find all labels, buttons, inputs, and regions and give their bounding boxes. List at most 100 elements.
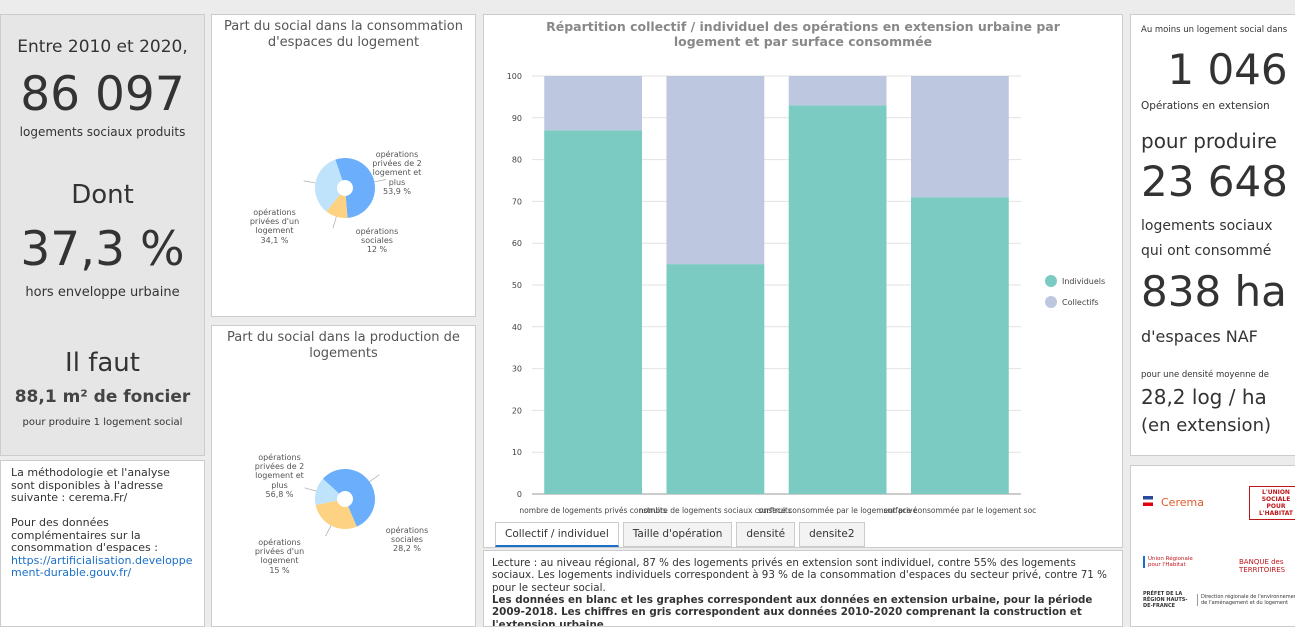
y-tick-label: 50 xyxy=(512,281,522,290)
lecture: Lecture : au niveau régional, 87 % des l… xyxy=(483,550,1123,627)
pie-chart xyxy=(303,157,387,229)
pie-label: opérations sociales 28,2 % xyxy=(382,526,432,554)
method-link[interactable]: https://artificialisation.developpement-… xyxy=(11,553,193,580)
total: 86 097 xyxy=(20,67,185,122)
pie-slice xyxy=(315,500,357,529)
slice-name: opérations privées d'un logement xyxy=(249,208,300,236)
pie-slice xyxy=(322,469,375,527)
x-tick-label: surface consommée par le logement privé xyxy=(758,506,918,515)
pie-slice xyxy=(335,157,376,218)
leader-line xyxy=(304,487,317,492)
ops: 1 046 xyxy=(1167,45,1288,94)
logo-urh: Union Régionale pour l'Habitat xyxy=(1143,556,1203,568)
logo-ush: L'UNION SOCIALE POUR L'HABITAT xyxy=(1249,486,1295,520)
y-tick-label: 10 xyxy=(512,448,522,457)
pie-title: Part du social dans la production de log… xyxy=(227,330,460,361)
y-tick-label: 0 xyxy=(517,490,522,499)
y-tick-label: 70 xyxy=(512,197,522,206)
x-tick-label: nombre de logements privés construits xyxy=(519,506,666,515)
slice-value: 12 % xyxy=(366,245,388,255)
density-caption: pour une densité moyenne de xyxy=(1141,370,1270,380)
pie-title: Part du social dans la consommation d'es… xyxy=(224,19,463,50)
y-tick-label: 80 xyxy=(512,156,522,165)
pie-label: opérations privées d'un logement 34,1 % xyxy=(242,208,307,245)
y-tick-label: 40 xyxy=(512,323,522,332)
leader-line xyxy=(325,525,332,537)
dont: Dont xyxy=(71,180,134,210)
slice-name: opérations privées d'un logement xyxy=(254,538,305,566)
right-line1: Au moins un logement social dans xyxy=(1141,25,1288,35)
ha-caption: d'espaces NAF xyxy=(1141,327,1258,346)
intro: Entre 2010 et 2020, xyxy=(17,37,188,57)
leader-line xyxy=(369,474,380,482)
logo-cerema: Cerema xyxy=(1161,496,1204,509)
slice-name: opérations privées de 2 logement et plus xyxy=(254,453,305,490)
pie-label: opérations privées de 2 logement et plus… xyxy=(372,150,422,196)
bar-segment xyxy=(544,76,643,131)
bar-title: Répartition collectif / individuel des o… xyxy=(546,19,1060,49)
logo-dreal: Direction régionale de l'environnement d… xyxy=(1197,594,1295,606)
bar-chart: 0 10 20 30 40 50 60 70 80 90 100 nombre de logement… xyxy=(507,72,1105,515)
logos: Cerema L'UNION SOCIALE POUR L'HABITAT Un… xyxy=(1130,465,1295,627)
x-tick-label: nombre de logements sociaux construits xyxy=(639,506,792,515)
bar-segment xyxy=(544,130,643,494)
leader-line xyxy=(303,180,316,184)
logo-prefet: PRÉFET DE LA RÉGION HAUTS-DE-FRANCE xyxy=(1143,591,1188,609)
bar-panel: Répartition collectif / individuel des o… xyxy=(483,14,1123,548)
il-faut: Il faut xyxy=(65,348,140,378)
pie-chart xyxy=(304,469,380,537)
pie-panel: Part du social dans la production de log… xyxy=(211,325,476,627)
bar-segment xyxy=(910,76,1009,198)
extension: (en extension) xyxy=(1141,415,1271,436)
logements: 23 648 xyxy=(1141,157,1288,206)
foncier-caption: pour produire 1 logement social xyxy=(22,417,183,428)
methodology: La méthodologie et l'analyse sont dispon… xyxy=(0,460,205,627)
log-caption: logements sociaux xyxy=(1141,218,1273,234)
slice-value: 53,9 % xyxy=(383,186,411,196)
share: 37,3 % xyxy=(20,222,185,277)
pie-slice xyxy=(326,194,348,218)
slice-value: 34,1 % xyxy=(260,235,289,245)
pie-panel: Part du social dans la consommation d'es… xyxy=(211,14,476,317)
y-tick-label: 100 xyxy=(507,72,522,81)
log-caption: qui ont consommé xyxy=(1141,243,1272,259)
legend-swatch xyxy=(1045,296,1057,308)
ops-caption: Opérations en extension xyxy=(1141,100,1270,112)
slice-value: 15 % xyxy=(269,565,290,575)
legend-label: Individuels xyxy=(1062,277,1105,286)
method-extra: Pour des données complémentaires sur la … xyxy=(11,515,158,555)
lecture-text: Lecture : au niveau régional, 87 % des l… xyxy=(492,557,1107,594)
pie-label: opérations sociales 12 % xyxy=(352,227,402,255)
left-panel: Entre 2010 et 2020, 86 097 logements soc… xyxy=(0,14,205,456)
share-caption: hors enveloppe urbaine xyxy=(25,285,180,300)
pie-label: opérations privées de 2 logement et plus… xyxy=(252,453,307,499)
leader-line xyxy=(374,179,387,183)
tabs: Collectif / individuel Taille d'opération… xyxy=(495,522,865,547)
legend-label: Collectifs xyxy=(1062,298,1099,307)
density: 28,2 log / ha xyxy=(1141,385,1267,409)
slice-name: opérations sociales xyxy=(355,227,399,246)
foncier: 88,1 m² de foncier xyxy=(14,387,191,407)
tab[interactable]: densite2 xyxy=(799,522,865,547)
y-tick-label: 30 xyxy=(512,365,522,374)
flag-icon xyxy=(1143,496,1153,506)
y-tick-label: 90 xyxy=(512,114,522,123)
slice-name: opérations privées de 2 logement et plus xyxy=(372,150,422,187)
tab[interactable]: Taille d'opération xyxy=(622,522,733,547)
pie-slice xyxy=(315,159,343,212)
ha: 838 ha xyxy=(1141,267,1287,316)
y-tick-label: 20 xyxy=(512,406,522,415)
total-caption: logements sociaux produits xyxy=(19,125,186,139)
slice-value: 28,2 % xyxy=(393,544,421,554)
pour: pour produire xyxy=(1141,129,1277,153)
method-text: La méthodologie et l'analyse sont dispon… xyxy=(11,466,170,505)
pie-label: opérations privées d'un logement 15 % xyxy=(252,538,307,575)
lecture-bold: Les données en blanc et les graphes corr… xyxy=(492,594,1093,627)
bar-segment xyxy=(788,76,887,106)
tab[interactable]: densité xyxy=(736,522,796,547)
slice-value: 56,8 % xyxy=(265,489,294,499)
bar-segment xyxy=(910,197,1009,494)
tab[interactable]: Collectif / individuel xyxy=(495,522,619,547)
right-panel: Au moins un logement social dans 1 046 O… xyxy=(1130,14,1295,456)
leader-line xyxy=(332,216,337,229)
